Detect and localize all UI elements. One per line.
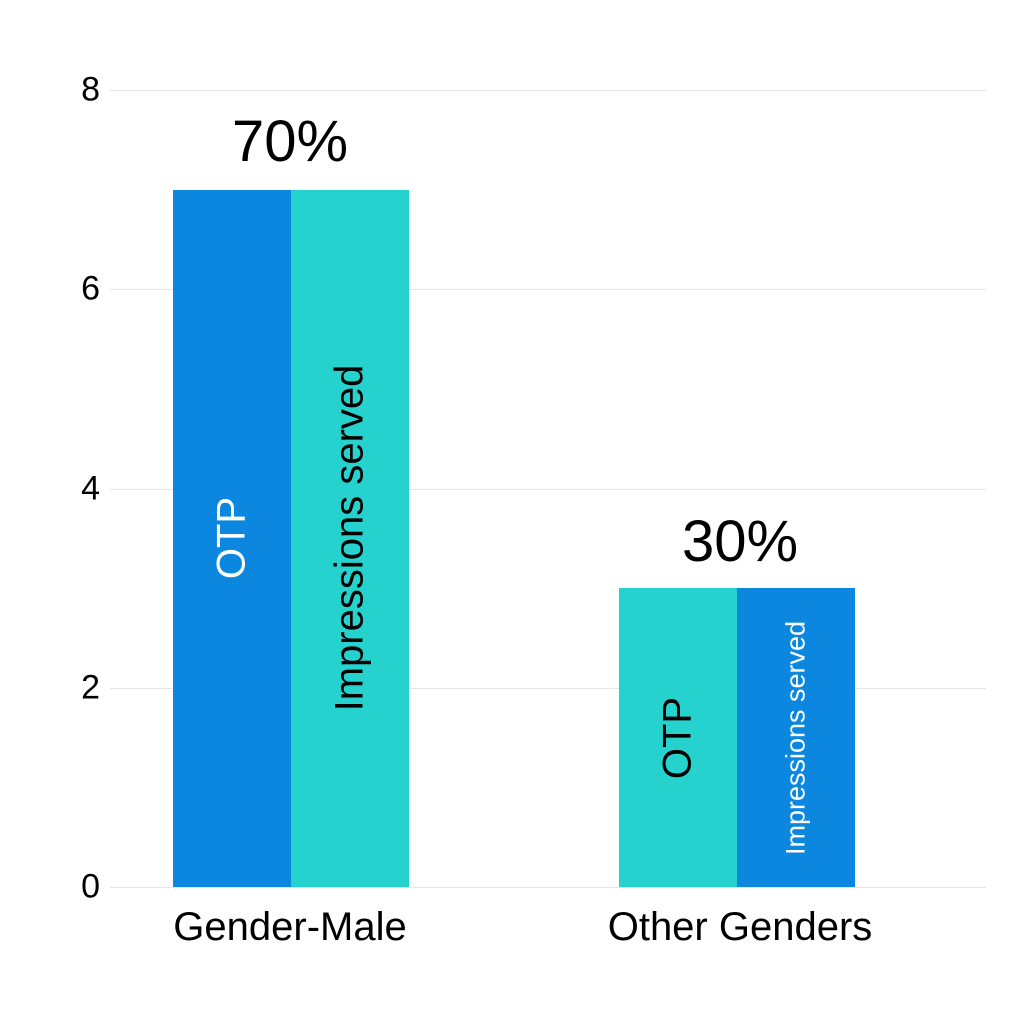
gridline [110,90,986,91]
y-tick-label: 4 [60,469,100,508]
bar-value-label: 70% [232,108,348,175]
gridline [110,887,986,888]
bar: Impressions served [737,588,855,887]
x-tick-label: Gender-Male [173,905,406,950]
bar-series-label: Impressions served [781,621,812,855]
y-tick-label: 8 [60,71,100,110]
bar-series-label: Impressions served [328,365,373,712]
bar: OTP [619,588,737,887]
y-tick-label: 2 [60,668,100,707]
bar-series-label: OTP [210,497,255,579]
bar-chart: 0 2 4 6 8 OTP Impressions served Gender-Male 70%… [0,0,1024,1024]
x-tick-label: Other Genders [608,905,873,950]
y-tick-label: 0 [60,868,100,907]
bar-value-label: 30% [682,508,798,575]
y-tick-label: 6 [60,270,100,309]
bar: OTP [173,190,291,887]
bar-series-label: OTP [656,696,701,778]
bar: Impressions served [291,190,409,887]
